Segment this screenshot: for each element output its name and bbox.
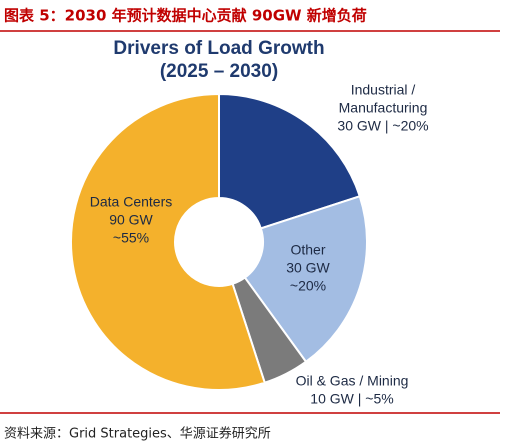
header-title: 图表 5：2030 年预计数据中心贡献 90GW 新增负荷 [4,7,367,25]
slice [218,92,362,230]
slice-label: Manufacturing [339,100,428,116]
slice-label: Data Centers [90,194,172,210]
value-label: 30 GW [286,260,330,276]
value-label: ~20% [290,278,326,294]
value-label: 30 GW | ~20% [337,118,428,134]
value-label: ~55% [113,230,149,246]
chart-subtitle: (2025 – 2030) [160,61,278,82]
slice-label: Oil & Gas / Mining [296,373,409,389]
slice-label: Other [290,242,325,258]
slice [243,195,368,364]
slice-label: Industrial / [351,82,416,98]
slice [70,92,266,391]
footer-source: 资料来源：Grid Strategies、华源证券研究所 [4,426,271,442]
chart-title: Drivers of Load Growth [113,38,324,59]
value-label: 10 GW | ~5% [310,391,393,407]
value-label: 90 GW [109,212,153,228]
donut [70,92,368,391]
